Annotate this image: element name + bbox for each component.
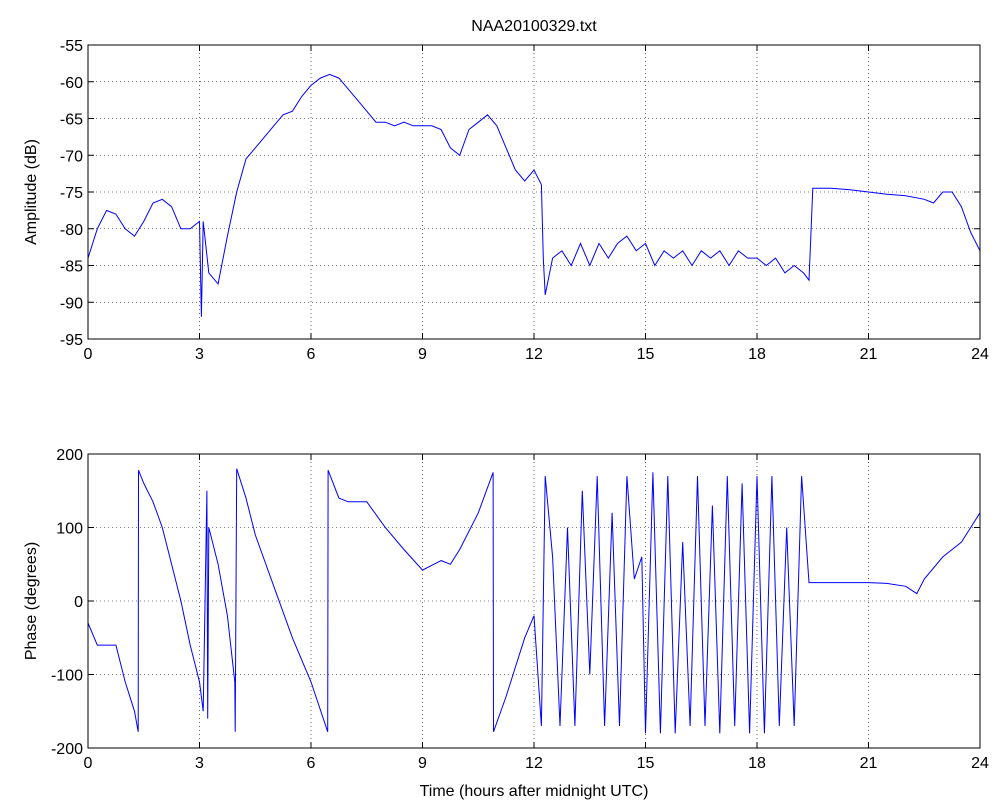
x-tick-label: 6 [307,755,316,772]
y-tick-label: -85 [60,259,83,276]
x-tick-label: 24 [971,346,989,363]
axes-box [87,453,981,749]
data-line [87,73,981,317]
data-line [87,468,981,734]
x-tick-label: 15 [637,346,655,363]
x-tick-label: 0 [84,755,93,772]
x-tick-label: 21 [860,346,878,363]
x-tick-label: 18 [748,755,766,772]
x-tick-label: 6 [307,346,316,363]
y-tick-label: -75 [60,185,83,202]
x-tick-label: 3 [195,346,204,363]
y-tick-label: -200 [51,741,83,758]
x-tick-label: 3 [195,755,204,772]
y-tick-label: -90 [60,295,83,312]
x-tick-label: 9 [418,755,427,772]
y-tick-label: 100 [56,521,83,538]
x-tick-label: 18 [748,346,766,363]
x-tick-label: 0 [84,346,93,363]
y-tick-label: -80 [60,222,83,239]
y-axis-label: Amplitude (dB) [23,139,40,245]
y-tick-label: -55 [60,38,83,55]
y-axis-label: Phase (degrees) [23,542,40,660]
axes-box [87,44,981,340]
x-tick-label: 24 [971,755,989,772]
x-tick-label: 12 [525,346,543,363]
x-tick-label: 15 [637,755,655,772]
y-tick-label: -70 [60,148,83,165]
x-axis-label: Time (hours after midnight UTC) [420,783,649,800]
y-tick-label: -65 [60,112,83,129]
y-tick-label: -95 [60,332,83,349]
y-tick-label: -60 [60,75,83,92]
x-tick-label: 9 [418,346,427,363]
x-tick-label: 21 [860,755,878,772]
x-tick-label: 12 [525,755,543,772]
y-tick-label: -100 [51,668,83,685]
chart-title: NAA20100329.txt [471,18,597,35]
y-tick-label: 0 [74,594,83,611]
y-tick-label: 200 [56,447,83,464]
